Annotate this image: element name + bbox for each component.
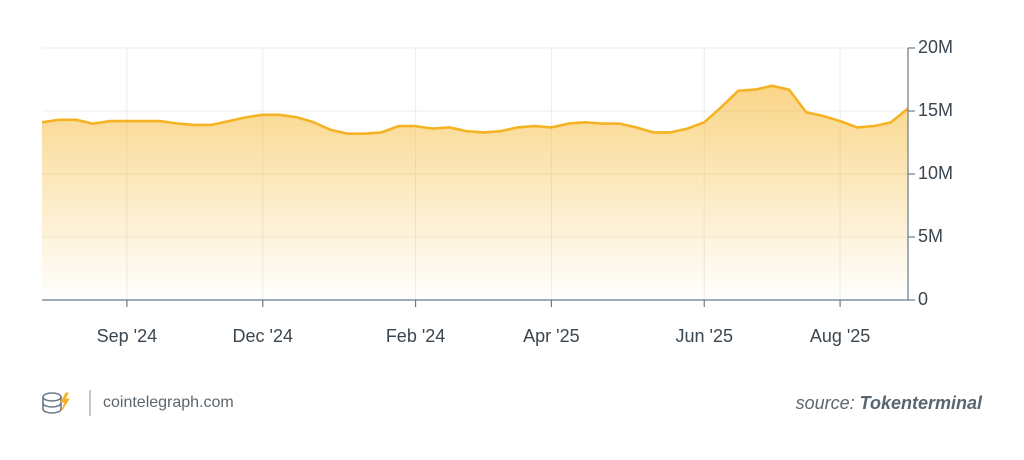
- x-tick-label: Dec '24: [233, 326, 293, 346]
- y-tick-label: 20M: [918, 37, 953, 57]
- site-name: cointelegraph.com: [103, 394, 234, 411]
- y-tick-label: 5M: [918, 226, 943, 246]
- x-tick-label: Jun '25: [675, 326, 732, 346]
- source-name: Tokenterminal: [860, 393, 983, 413]
- source-prefix: source:: [796, 393, 855, 413]
- x-tick-label: Aug '25: [810, 326, 871, 346]
- x-tick-label: Apr '25: [523, 326, 579, 346]
- x-tick-label: Sep '24: [97, 326, 158, 346]
- y-tick-label: 0: [918, 289, 928, 309]
- logo: [42, 392, 70, 414]
- y-tick-label: 10M: [918, 163, 953, 183]
- x-tick-label: Feb '24: [386, 326, 445, 346]
- area-fill: [42, 85, 908, 300]
- line: [41, 84, 909, 135]
- source: source: Tokenterminal: [796, 393, 983, 413]
- y-tick-label: 15M: [918, 100, 953, 120]
